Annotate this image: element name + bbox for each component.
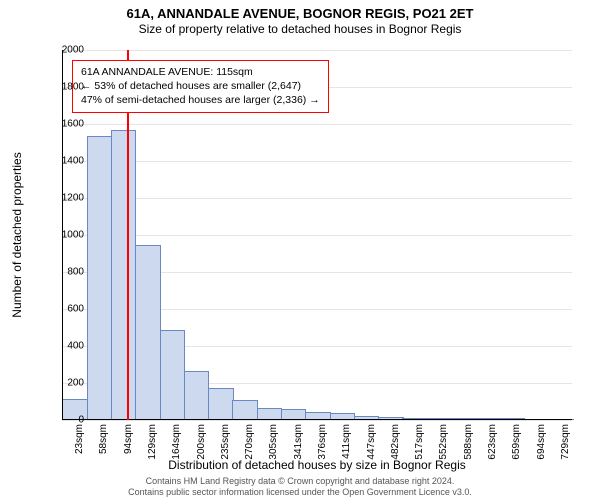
chart-title-main: 61A, ANNANDALE AVENUE, BOGNOR REGIS, PO2… [0, 6, 600, 22]
x-tick-label: 129sqm [147, 424, 158, 464]
y-tick-label: 2000 [44, 45, 84, 56]
x-tick-label: 659sqm [511, 424, 522, 464]
histogram-bar [232, 400, 257, 420]
y-tick-label: 1000 [44, 230, 84, 241]
info-box-line: 47% of semi-detached houses are larger (… [81, 93, 320, 107]
y-tick-label: 1800 [44, 82, 84, 93]
info-box-line: 61A ANNANDALE AVENUE: 115sqm [81, 65, 320, 79]
x-tick-label: 200sqm [196, 424, 207, 464]
x-tick-label: 482sqm [390, 424, 401, 464]
histogram-bar [87, 136, 112, 420]
footer-line1: Contains HM Land Registry data © Crown c… [0, 476, 600, 487]
x-tick-label: 305sqm [268, 424, 279, 464]
y-tick-label: 1600 [44, 119, 84, 130]
x-tick-label: 58sqm [98, 424, 109, 464]
footer-line2: Contains public sector information licen… [0, 487, 600, 498]
x-tick-label: 94sqm [123, 424, 134, 464]
chart-plot-area: 61A ANNANDALE AVENUE: 115sqm← 53% of det… [62, 50, 572, 420]
x-tick-label: 411sqm [341, 424, 352, 464]
x-tick-label: 623sqm [487, 424, 498, 464]
histogram-bar [208, 388, 233, 420]
gridline [62, 161, 572, 162]
info-box-line: ← 53% of detached houses are smaller (2,… [81, 79, 320, 93]
gridline [62, 124, 572, 125]
x-tick-label: 164sqm [171, 424, 182, 464]
y-tick-label: 400 [44, 341, 84, 352]
y-tick-label: 1400 [44, 156, 84, 167]
x-tick-label: 694sqm [536, 424, 547, 464]
y-tick-label: 800 [44, 267, 84, 278]
gridline [62, 50, 572, 51]
gridline [62, 235, 572, 236]
chart-title-sub: Size of property relative to detached ho… [0, 22, 600, 37]
x-axis-line [62, 419, 572, 420]
x-tick-label: 23sqm [74, 424, 85, 464]
y-tick-label: 600 [44, 304, 84, 315]
gridline [62, 420, 572, 421]
x-tick-label: 341sqm [293, 424, 304, 464]
x-tick-label: 517sqm [414, 424, 425, 464]
x-tick-label: 588sqm [463, 424, 474, 464]
y-tick-label: 1200 [44, 193, 84, 204]
histogram-bar [184, 371, 209, 420]
x-tick-label: 447sqm [366, 424, 377, 464]
histogram-bar [160, 330, 185, 420]
y-axis-label: Number of detached properties [10, 50, 26, 420]
x-tick-label: 270sqm [244, 424, 255, 464]
histogram-bar [135, 245, 160, 420]
property-info-box: 61A ANNANDALE AVENUE: 115sqm← 53% of det… [72, 60, 329, 113]
gridline [62, 198, 572, 199]
x-tick-label: 552sqm [438, 424, 449, 464]
histogram-bar [111, 130, 136, 420]
x-tick-label: 729sqm [560, 424, 571, 464]
y-tick-label: 200 [44, 378, 84, 389]
footer-attribution: Contains HM Land Registry data © Crown c… [0, 476, 600, 498]
x-tick-label: 235sqm [220, 424, 231, 464]
x-tick-label: 376sqm [317, 424, 328, 464]
